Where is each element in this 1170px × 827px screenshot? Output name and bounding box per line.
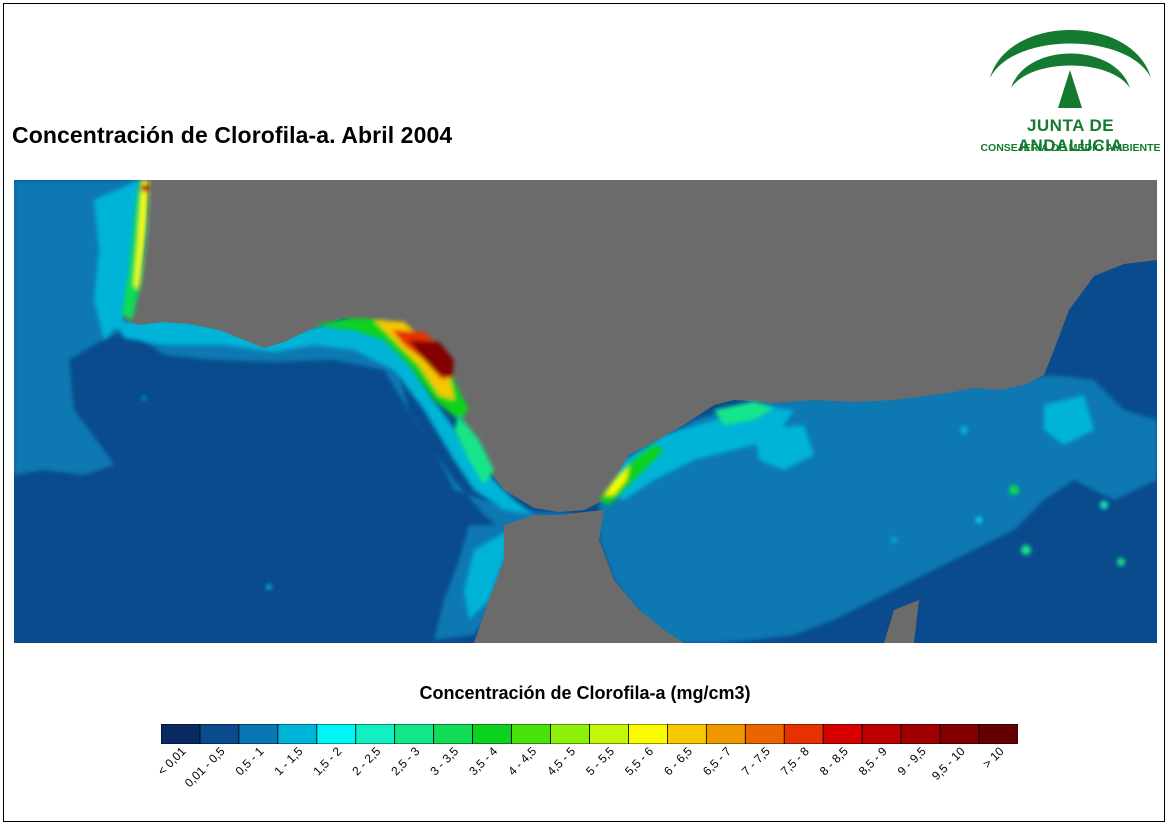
legend-label: 6 - 6,5 [661, 744, 695, 778]
logo-subtitle: CONSEJERÍA DE MEDIO AMBIENTE [980, 142, 1161, 154]
legend-swatch [277, 724, 318, 744]
legend-swatch [316, 724, 357, 744]
legend-label: 0,5 - 1 [233, 744, 267, 778]
legend-label: 1 - 1,5 [271, 744, 305, 778]
legend-label: 5 - 5,5 [583, 744, 617, 778]
legend-label: 9 - 9,5 [895, 744, 929, 778]
legend-label: 9,5 - 10 [929, 744, 968, 783]
legend-swatch [161, 724, 201, 744]
legend-swatch [978, 724, 1018, 744]
legend-swatch [550, 724, 590, 744]
legend-label: 8 - 8,5 [817, 744, 851, 778]
legend-swatch [199, 724, 240, 744]
legend-swatch [511, 724, 551, 744]
legend-label: 3,5 - 4 [466, 744, 500, 778]
legend-swatch [744, 724, 785, 744]
legend-label: 2 - 2,5 [349, 744, 383, 778]
legend-label: 7 - 7,5 [739, 744, 773, 778]
legend-label: 1,5 - 2 [310, 744, 344, 778]
color-legend [161, 724, 1018, 744]
legend-label: 4 - 4,5 [505, 744, 539, 778]
coastal-band-light [94, 180, 1094, 620]
high-chlorophyll-patches [122, 180, 774, 505]
legend-label: 3 - 3,5 [427, 744, 461, 778]
legend-swatch [394, 724, 435, 744]
legend-swatch [900, 724, 941, 744]
page-title: Concentración de Clorofila-a. Abril 2004 [12, 122, 453, 148]
legend-swatch [355, 724, 396, 744]
logo-name: JUNTA DE ANDALUCIA [1017, 116, 1124, 155]
legend-label: 5,5 - 6 [622, 744, 656, 778]
land-africa [474, 510, 684, 643]
scattered-bloom-spots [142, 396, 1125, 590]
land-iberia [124, 180, 1157, 512]
legend-label: 4,5 - 5 [544, 744, 578, 778]
logo-emblem-icon [990, 30, 1151, 108]
legend-label: 7,5 - 8 [778, 744, 812, 778]
legend-label: 8,5 - 9 [856, 744, 890, 778]
legend-label: 0,01 - 0,5 [182, 744, 228, 790]
legend-swatch [667, 724, 707, 744]
legend-title: Concentración de Clorofila-a (mg/cm3) [419, 683, 751, 703]
legend-swatch [783, 724, 824, 744]
junta-de-andalucia-logo: JUNTA DE ANDALUCIA CONSEJERÍA DE MEDIO A… [978, 16, 1163, 161]
legend-swatch [861, 724, 902, 744]
legend-label: > 10 [980, 744, 1007, 771]
land-masses [124, 180, 1157, 643]
legend-swatch [238, 724, 279, 744]
legend-swatch [705, 724, 746, 744]
legend-swatch [822, 724, 863, 744]
legend-swatch [628, 724, 668, 744]
legend-swatch [589, 724, 629, 744]
legend-label: < 0,01 [155, 744, 189, 778]
chlorophyll-map [14, 180, 1157, 643]
legend-label: 2,5 - 3 [388, 744, 422, 778]
land-alboran-south [884, 600, 919, 643]
legend-swatch [433, 724, 474, 744]
legend-swatch [939, 724, 980, 744]
legend-swatch [472, 724, 512, 744]
legend-label: 6,5 - 7 [700, 744, 734, 778]
